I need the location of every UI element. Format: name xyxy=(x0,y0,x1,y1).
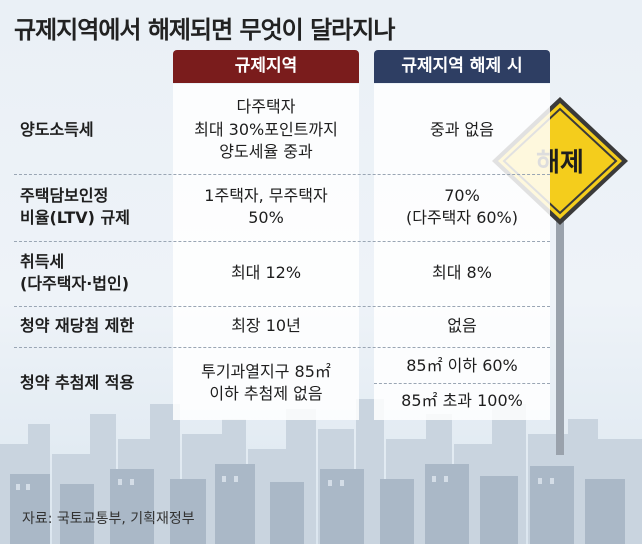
cell-before-acquisition-tax: 최대 12% xyxy=(230,262,302,282)
row-label-acquisition-tax: 취득세 (다주택자·법인) xyxy=(20,252,130,293)
column-header-after: 규제지역 해제 시 xyxy=(374,50,550,83)
row-label-rewin-restriction: 청약 재당첨 제한 xyxy=(20,316,135,336)
source-note: 자료: 국토교통부, 기획재정부 xyxy=(22,511,195,527)
row-separator xyxy=(14,306,550,307)
column-background-before xyxy=(173,84,359,420)
cell-before-lottery-system: 투기과열지구 85㎡ 이하 추첨제 없음 xyxy=(201,361,331,403)
row-separator xyxy=(14,347,550,348)
cell-before-rewin-restriction: 최장 10년 xyxy=(231,315,301,335)
cell-after-acquisition-tax: 최대 8% xyxy=(432,262,492,282)
page-title: 규제지역에서 해제되면 무엇이 달라지나 xyxy=(14,16,395,44)
row-label-lottery-system: 청약 추첨제 적용 xyxy=(20,373,135,393)
row-separator-partial xyxy=(374,383,550,384)
row-label-ltv: 주택담보인정 비율(LTV) 규제 xyxy=(20,186,130,227)
cell-after-ltv: 70% (다주택자 60%) xyxy=(405,185,518,227)
column-background-after xyxy=(374,84,550,420)
cell-after-lottery-large: 85㎡ 초과 100% xyxy=(401,390,523,410)
cell-before-capital-gains-tax: 다주택자 최대 30%포인트까지 양도세율 중과 xyxy=(194,97,338,162)
cell-after-rewin-restriction: 없음 xyxy=(447,315,477,335)
row-label-capital-gains-tax: 양도소득세 xyxy=(20,120,94,140)
cityscape-illustration xyxy=(0,399,642,544)
cell-before-ltv: 1주택자, 무주택자 50% xyxy=(204,185,328,227)
cell-after-lottery-small: 85㎡ 이하 60% xyxy=(406,355,518,375)
column-header-before: 규제지역 xyxy=(173,50,359,83)
row-separator xyxy=(14,174,550,175)
row-separator xyxy=(14,241,550,242)
cell-after-capital-gains-tax: 중과 없음 xyxy=(430,119,494,139)
